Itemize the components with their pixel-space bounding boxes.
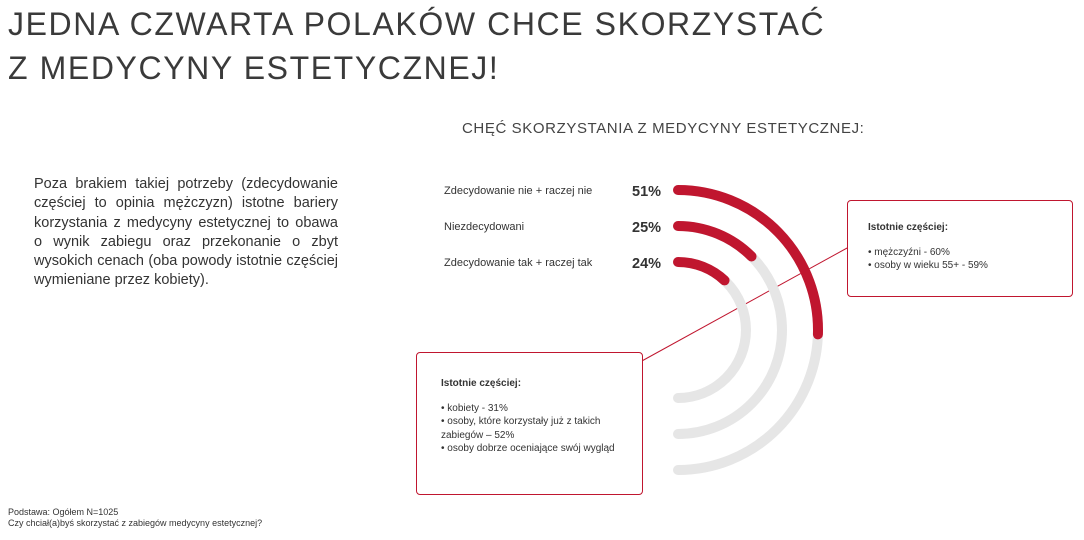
callout-left: Istotnie częściej: kobiety - 31% osoby, … <box>416 352 643 495</box>
footnote-base: Podstawa: Ogółem N=1025 <box>8 507 119 517</box>
page-title-line-2: Z MEDYCYNY ESTETYCZNEJ! <box>8 50 500 86</box>
intro-paragraph: Poza brakiem takiej potrzeby (zdecydowan… <box>34 176 338 289</box>
callout-left-item: kobiety - 31% <box>441 402 632 415</box>
chart-track-arc <box>673 221 787 439</box>
callout-right-list: mężczyźni - 60% osoby w wieku 55+ - 59% <box>868 246 1062 272</box>
page-title-line-1: JEDNA CZWARTA POLAKÓW CHCE SKORZYSTAĆ <box>8 6 826 42</box>
callout-left-item: osoby, które korzystały już z takich zab… <box>441 415 632 441</box>
callout-left-list: kobiety - 31% osoby, które korzystały ju… <box>441 402 632 455</box>
chart-bars <box>673 185 823 340</box>
callout-left-item: osoby dobrze oceniające swój wygląd <box>441 442 632 455</box>
chart-bar-arc <box>673 257 730 286</box>
value-label: 24% <box>632 256 661 272</box>
callout-connector-line <box>639 241 859 363</box>
chart-bar-arc <box>673 221 757 262</box>
callout-right-item: osoby w wieku 55+ - 59% <box>868 259 1062 272</box>
value-label: 25% <box>632 220 661 236</box>
callout-left-heading: Istotnie częściej: <box>441 378 522 389</box>
callout-right: Istotnie częściej: mężczyźni - 60% osoby… <box>847 200 1073 297</box>
value-label: 51% <box>632 184 661 200</box>
category-label: Zdecydowanie tak + raczej tak <box>444 257 593 269</box>
callout-right-heading: Istotnie częściej: <box>868 222 949 233</box>
footnote-question: Czy chciał(a)byś skorzystać z zabiegów m… <box>8 518 263 528</box>
chart-track-arc <box>673 257 751 403</box>
footnote: Podstawa: Ogółem N=1025 Czy chciał(a)byś… <box>8 507 262 529</box>
chart-title: CHĘĆ SKORZYSTANIA Z MEDYCYNY ESTETYCZNEJ… <box>462 120 865 137</box>
category-label: Niezdecydowani <box>444 221 524 233</box>
chart-bar-arc <box>673 185 823 340</box>
page-title: JEDNA CZWARTA POLAKÓW CHCE SKORZYSTAĆ Z … <box>8 2 825 90</box>
category-label: Zdecydowanie nie + raczej nie <box>444 185 592 197</box>
chart-labels: Zdecydowanie nie + raczej nie 51% Niezdecy… <box>444 184 661 272</box>
callout-right-item: mężczyźni - 60% <box>868 246 1062 259</box>
